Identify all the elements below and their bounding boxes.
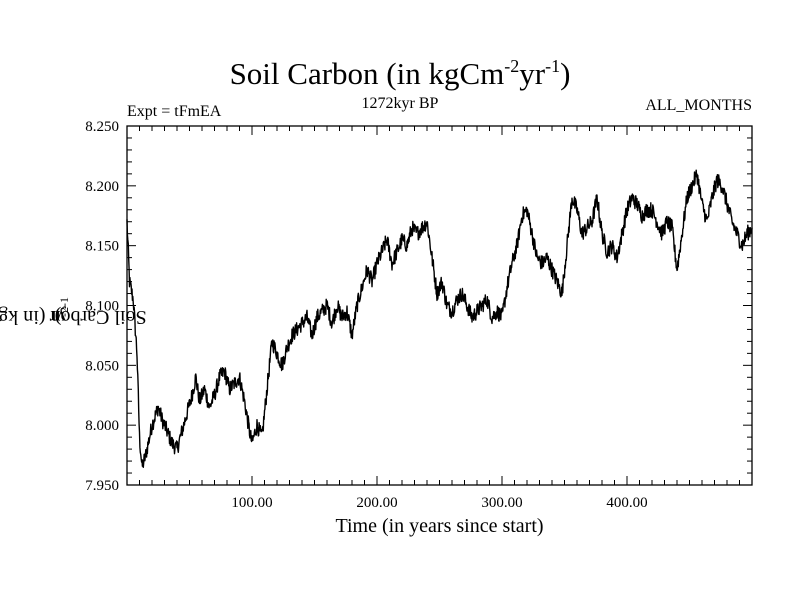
x-axis-label: Time (in years since start) — [335, 515, 544, 537]
series-line — [126, 169, 753, 468]
period-label: 1272kyr BP — [361, 95, 439, 112]
y-tick-label: 8.200 — [85, 179, 119, 195]
axis-ticks — [127, 126, 752, 485]
months-label: ALL_MONTHS — [645, 97, 752, 114]
axis-tick-labels: 100.00 200.00 300.00 400.00 7.950 8.000 8.050 8… — [85, 119, 647, 511]
chart-title: Soil Carbon (in kgCm-2yr-1) — [229, 56, 571, 91]
x-tick-label: 300.00 — [481, 495, 522, 511]
experiment-label: Expt = tFmEA — [127, 103, 222, 120]
y-tick-label: 8.100 — [85, 299, 119, 315]
y-tick-label: 8.150 — [85, 239, 119, 255]
y-tick-label: 8.050 — [85, 358, 119, 374]
x-tick-label: 100.00 — [231, 495, 272, 511]
plot-frame — [126, 125, 753, 486]
x-tick-label: 400.00 — [606, 495, 647, 511]
y-tick-label: 8.000 — [85, 418, 119, 434]
y-tick-label: 7.950 — [85, 478, 119, 494]
y-tick-label: 8.250 — [85, 119, 119, 135]
x-tick-label: 200.00 — [356, 495, 397, 511]
